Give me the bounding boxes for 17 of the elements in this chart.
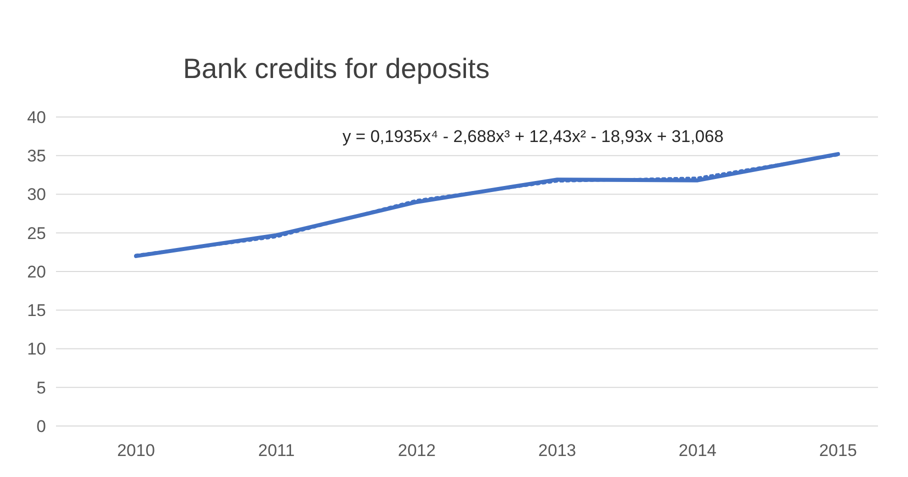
- y-tick-label: 15: [27, 301, 46, 320]
- y-tick-label: 25: [27, 224, 46, 243]
- y-tick-label: 20: [27, 262, 46, 282]
- y-tick-label: 40: [27, 108, 46, 127]
- x-tick-label: 2015: [819, 441, 857, 460]
- y-tick-label: 10: [27, 340, 46, 359]
- x-tick-label: 2014: [678, 441, 717, 460]
- x-tick-label: 2013: [538, 441, 576, 460]
- annotation: y = 0,1935x⁴ - 2,688x³ + 12,43x² - 18,93x + 31,068: [342, 127, 724, 146]
- x-tick-label: 2011: [258, 441, 295, 460]
- y-tick-label: 0: [36, 416, 46, 436]
- y-tick-label: 30: [27, 185, 46, 204]
- chart-title: Bank credits for deposits: [183, 53, 490, 84]
- y-tick-label: 5: [36, 378, 46, 398]
- x-tick-label: 2012: [398, 441, 436, 460]
- x-tick-label: 2010: [117, 441, 155, 460]
- y-tick-label: 35: [27, 146, 46, 166]
